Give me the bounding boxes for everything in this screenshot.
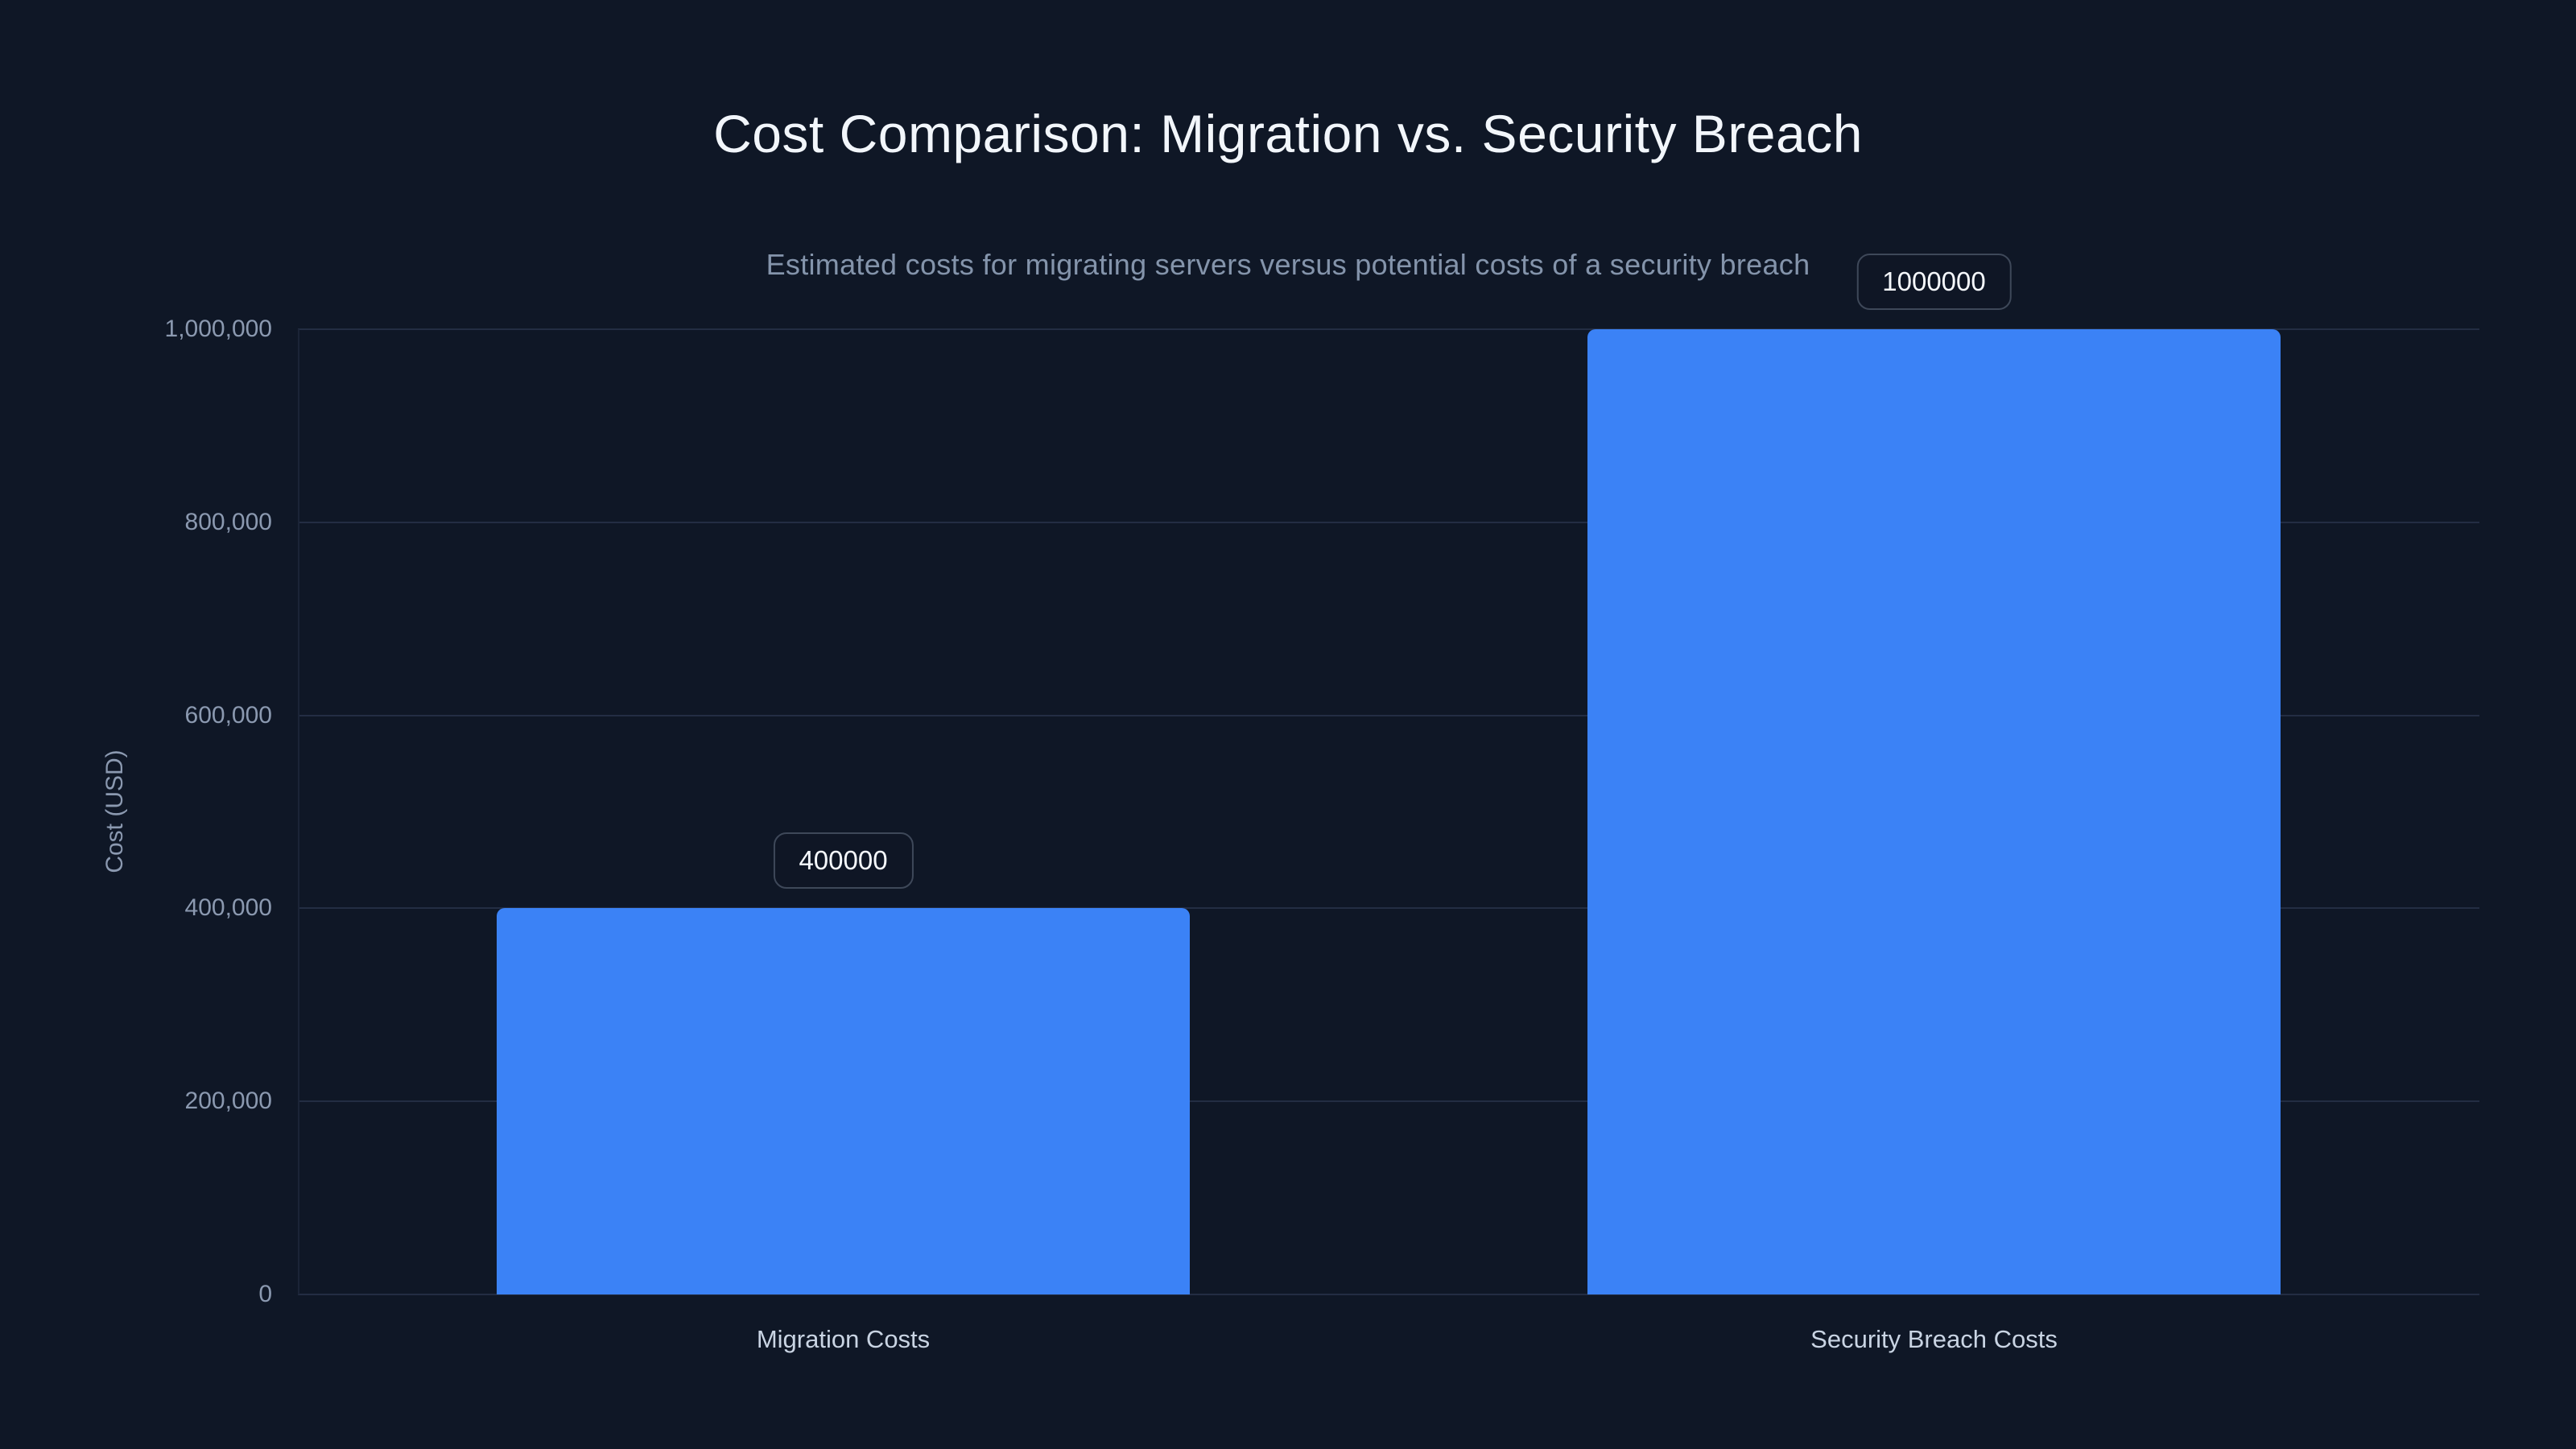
y-tick-label: 800,000 <box>184 508 272 535</box>
bar-security-breach-costs[interactable] <box>1587 329 2281 1294</box>
gridline-0 <box>298 1294 2479 1295</box>
chart-subtitle: Estimated costs for migrating servers ve… <box>766 248 1810 281</box>
bar-migration-costs[interactable] <box>497 908 1190 1294</box>
y-tick-label: 1,000,000 <box>164 316 272 342</box>
plot-area <box>298 328 2479 1295</box>
gridline-800000 <box>298 521 2479 523</box>
y-axis-line <box>298 329 299 1294</box>
value-badge: 400000 <box>773 832 914 890</box>
y-tick-label: 600,000 <box>184 701 272 729</box>
gridline-400000 <box>298 907 2479 910</box>
x-axis-label: Security Breach Costs <box>1810 1325 2058 1353</box>
y-tick-label: 400,000 <box>184 894 272 922</box>
y-tick-label: 0 <box>258 1281 272 1307</box>
x-axis-label: Migration Costs <box>756 1325 931 1353</box>
value-badge: 1000000 <box>1856 254 2012 310</box>
gridline-600000 <box>298 714 2479 716</box>
chart-title: Cost Comparison: Migration vs. Security … <box>713 104 1863 163</box>
gridline-200000 <box>298 1100 2479 1103</box>
y-axis-title: Cost (USD) <box>101 749 128 873</box>
y-tick-label: 200,000 <box>184 1088 272 1115</box>
gridline-1000000 <box>298 328 2479 330</box>
